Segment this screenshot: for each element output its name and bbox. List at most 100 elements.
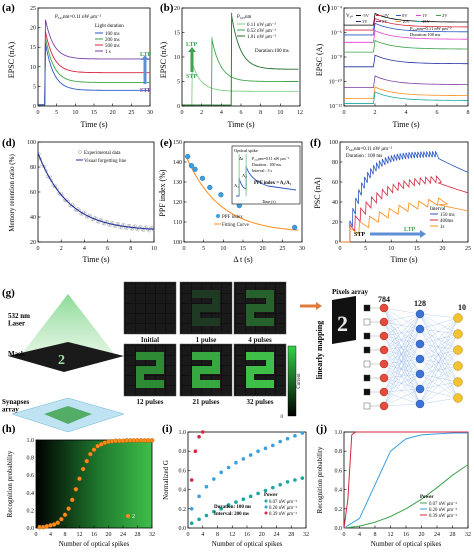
panel_d-xtick-label: 10	[151, 246, 157, 252]
panel-d-point	[73, 208, 77, 212]
panel-d-legend-marker	[78, 150, 82, 154]
panel-g-input-neuron	[379, 373, 389, 383]
panel-i-point	[241, 497, 246, 502]
panel-i-point	[241, 457, 246, 461]
panel-g-tile-pixel	[256, 294, 265, 303]
panel-b-x-label: Time (s)	[227, 120, 254, 129]
panel-j: (j) 0.0 0.2 0.4 0.6 0.8 1.0 0 4 8 12 16 20 24 28 32 R…	[316, 423, 471, 548]
panel_f-ytick-label: 20	[332, 220, 338, 226]
panel-a-series-3	[38, 19, 150, 106]
panel-j-series-1	[343, 432, 468, 529]
panel-g-edge	[419, 317, 459, 345]
panel-g-tile-pixel	[202, 386, 211, 395]
panel-g-tile-pixel	[126, 366, 135, 375]
panel_i-xtick-label: 8	[216, 532, 219, 538]
panel-i-point	[212, 477, 216, 481]
panel-e-inset: Optical spike A₁ A₂ Δt P₃₂₅nm=0.11 nW μm…	[231, 145, 301, 205]
panel-g-tile-pixel	[182, 294, 191, 303]
panel-b-series-2	[182, 12, 299, 106]
panel_i-ytick-label: 1.0	[179, 430, 187, 436]
panel-g-tile-pixel	[276, 294, 285, 303]
panel_a-xtick-label: 30	[147, 110, 153, 116]
panel-f-x-label: Time (s)	[390, 255, 417, 264]
panel-g-input-neuron	[379, 331, 389, 341]
panel-c-series-3	[344, 30, 469, 43]
panel-g-laser: 532 nm Laser	[8, 312, 30, 328]
panel-i-point	[278, 439, 282, 444]
panel-g-tile-pixel	[146, 386, 155, 395]
panel-g-tile-pixel	[256, 324, 265, 333]
panel-g-edge	[383, 391, 421, 405]
panel-g-edge	[383, 313, 421, 323]
panel-g-edge	[383, 307, 421, 375]
panel-i-point	[263, 446, 268, 451]
panel-g-tile-pixel	[136, 314, 145, 323]
panel-a-curves	[38, 19, 151, 106]
panel-g-beam	[20, 294, 116, 356]
panel-g-edge	[419, 317, 459, 405]
panel-g-tile-pixel	[202, 346, 211, 355]
panel-g-edge	[419, 397, 459, 405]
panel-g-edge	[419, 349, 459, 375]
panel-g-edge	[383, 328, 421, 365]
panel-f-xticks: 0 5 10 15 20 25	[339, 239, 471, 252]
panel_e-xtick-label: 20	[260, 246, 266, 252]
panel_e-ytick-label: 120	[173, 200, 182, 206]
panel-g-tile-pixel	[182, 304, 191, 313]
panel-g-tile-label: Initial	[141, 336, 159, 344]
panel-g-edge	[383, 335, 421, 405]
panel-g-tile-pixel	[276, 284, 285, 293]
panel-g-tiles: Initial 1 pulse 4 pulses 12 pulses 21 pulses…	[123, 281, 287, 406]
panel-g-tile-pixel	[182, 356, 191, 365]
panel-g-edge	[419, 358, 459, 383]
panel_h-xtick-label: 0	[35, 532, 38, 538]
panel-i-point	[219, 507, 223, 511]
panel-f-y-label: PSC (nA)	[313, 177, 322, 209]
panel-e-point	[185, 153, 191, 160]
panel_j-xtick-label: 20	[419, 532, 425, 538]
panel-i-duration: Duration: 100 ms	[214, 505, 251, 510]
panel-f-legend-title: Interval	[430, 207, 446, 212]
panel-e-point	[218, 192, 224, 198]
panel_j-xtick-label: 32	[465, 532, 471, 538]
panel-g-edge	[419, 388, 459, 399]
panel-a-series-0	[38, 43, 151, 106]
panel-c-duration: Duration:100 ms	[410, 32, 441, 37]
panel-e-x-label: Δ t (s)	[233, 255, 253, 264]
panel-i-legend-item: 0.39 nW μm⁻²	[269, 511, 297, 517]
panel-j-legend-title: Power	[420, 495, 434, 500]
panel-e-legend-item: Fitting Curve	[222, 223, 250, 228]
panel-g-tile-pixel	[246, 294, 255, 303]
panel-g-tile-pixel	[202, 294, 211, 303]
panel-g-edge	[383, 307, 421, 330]
panel_d-ytick-label: 80	[30, 165, 36, 171]
panel-g-input-neuron	[379, 303, 389, 313]
panel_b-xtick-label: 10	[277, 110, 283, 116]
panel-g-tile-pixel	[136, 346, 145, 355]
panel-g-edge	[419, 333, 459, 405]
panel-g-edge	[419, 313, 459, 399]
panel_e-ytick-label: 140	[173, 160, 182, 166]
panel-d-point	[79, 212, 83, 216]
panel-f-curves	[340, 151, 469, 243]
panel_a-ytick-label: 15	[30, 45, 36, 51]
panel-g-tile-pixel	[222, 356, 231, 365]
panel_b-xtick-label: 8	[259, 110, 262, 116]
panel_i-xtick-label: 20	[259, 532, 265, 538]
panel-g-edge	[419, 313, 459, 319]
panel-a-arrow-head	[141, 55, 149, 60]
panel-g-edge	[419, 317, 459, 330]
panel-g-edge	[383, 313, 421, 337]
panel-g-edge	[419, 317, 459, 390]
panel_h-xtick-label: 32	[149, 532, 155, 538]
panel-g-tile-pixel	[202, 284, 211, 293]
panel-g-input-neuron	[379, 359, 389, 369]
panel-d-point	[150, 225, 154, 229]
panel-g-tile-pixel	[236, 376, 245, 385]
panel_h-ytick-label: 0.0	[27, 526, 35, 532]
panel-g-tile-pixel	[276, 356, 285, 365]
panel-g-tile-label: 1 pulse	[196, 336, 217, 344]
panel-g-hidden-neuron	[415, 354, 425, 364]
panel-g-edge	[419, 381, 459, 405]
